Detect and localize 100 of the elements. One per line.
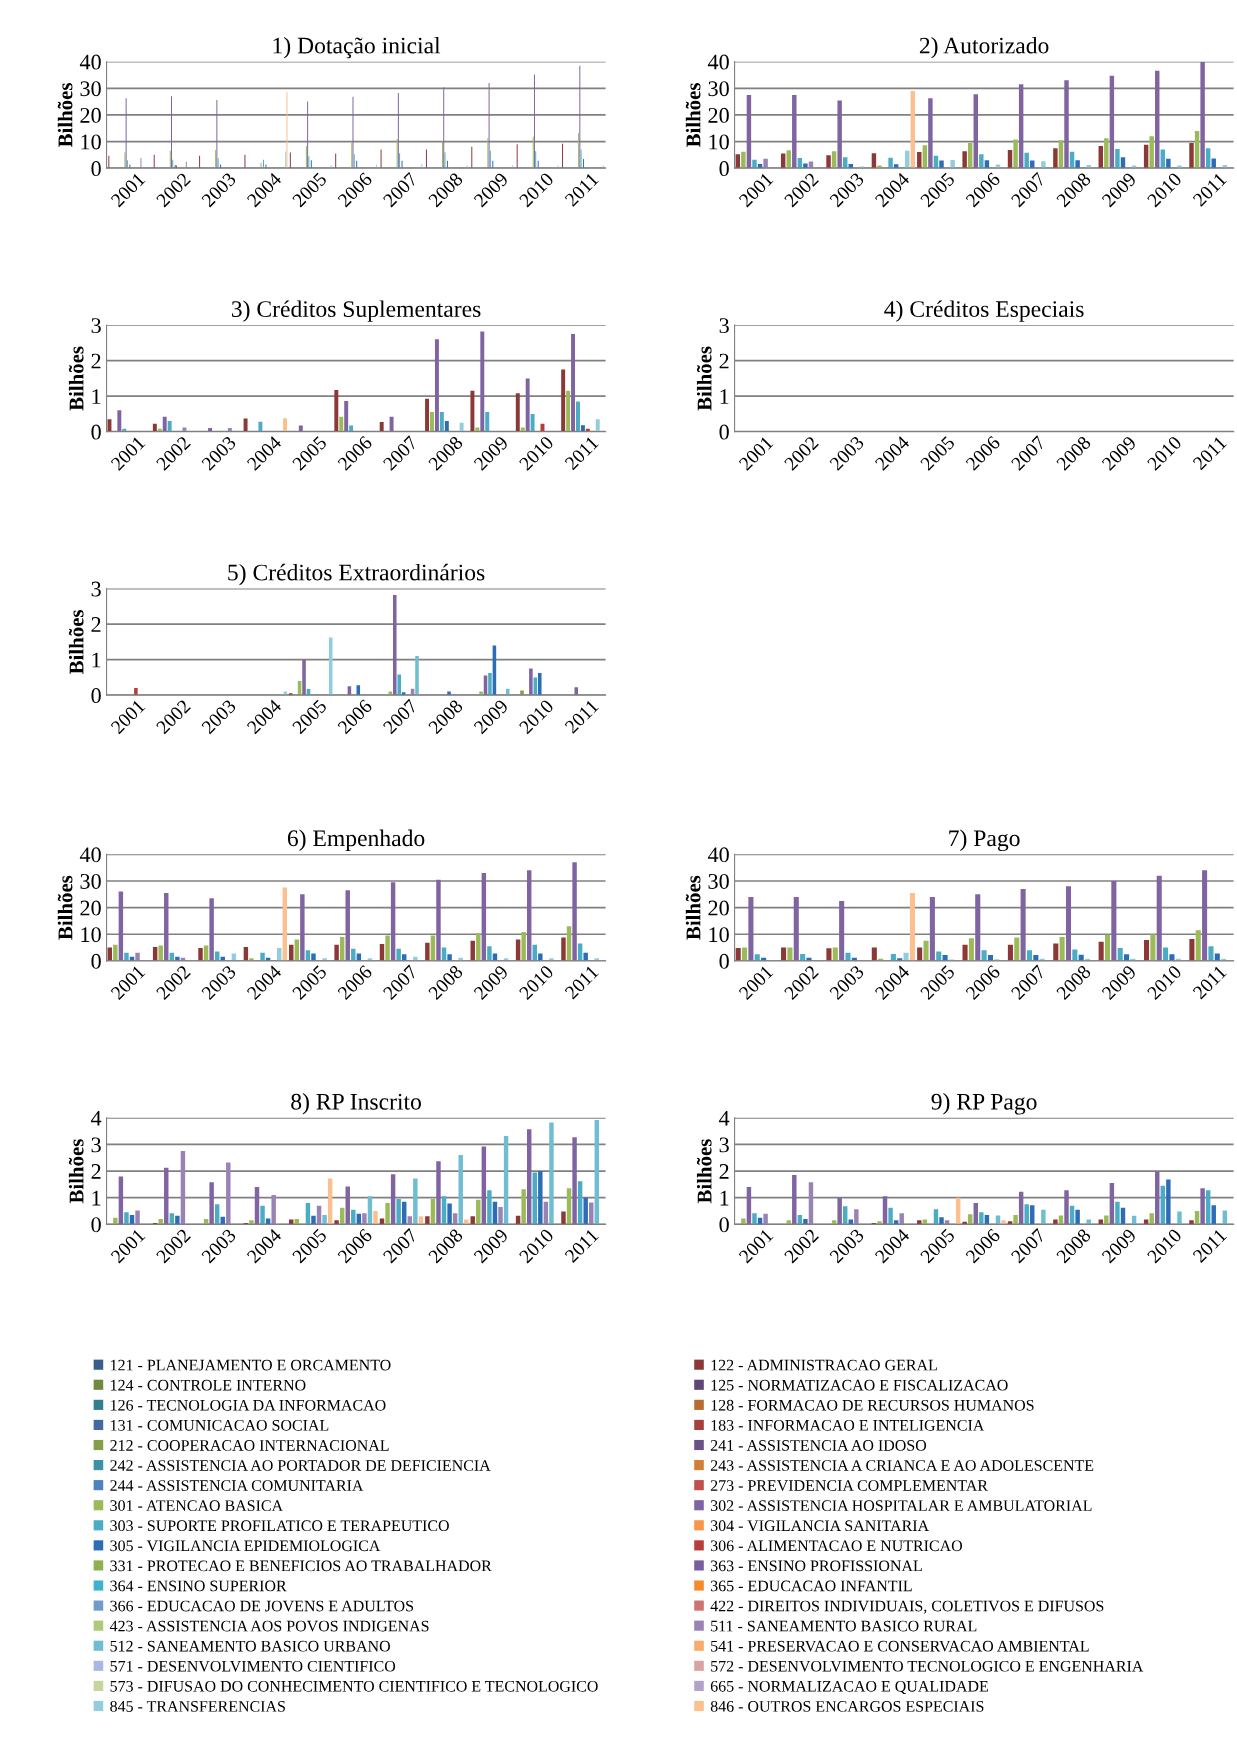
legend-label: 331 - PROTECAO E BENEFICIOS AO TRABALHADOR bbox=[110, 1560, 492, 1572]
x-tick-label: 2001 bbox=[110, 964, 146, 1001]
legend-label: 304 - VIGILANCIA SANITARIA bbox=[710, 1520, 930, 1532]
legend-label: 212 - COOPERACAO INTERNACIONAL bbox=[110, 1440, 389, 1451]
legend-label: 131 - COMUNICACAO SOCIAL bbox=[111, 1419, 329, 1431]
y-tick-label: 1 bbox=[92, 1190, 101, 1206]
legend-label: 366 - EDUCACAO DE JOVENS E ADULTOS bbox=[110, 1600, 414, 1612]
y-axis-title: Bilhões bbox=[685, 83, 701, 147]
legend-label: 846 - OUTROS ENCARGOS ESPECIAIS bbox=[710, 1700, 984, 1712]
legend-label: 422 - DIREITOS INDIVIDUAIS, COLETIVOS E DIFUSOS bbox=[710, 1600, 1104, 1614]
y-tick-label: 40 bbox=[707, 54, 729, 70]
chart-title: 6) Empenhado bbox=[287, 829, 425, 852]
y-axis-title: Bilhões bbox=[68, 1139, 84, 1204]
y-axis-title: Bilhões bbox=[68, 346, 84, 411]
y-tick-label: 0 bbox=[91, 161, 101, 177]
y-axis-title: Bilhões bbox=[696, 346, 712, 411]
legend-label: 121 - PLANEJAMENTO E ORCAMENTO bbox=[111, 1359, 391, 1371]
chart-title: 8) RP Inscrito bbox=[291, 1093, 421, 1115]
legend-label: 273 - PREVIDENCIA COMPLEMENTAR bbox=[710, 1480, 988, 1492]
x-tick-label: 2001 bbox=[738, 964, 774, 1001]
legend-label: 365 - EDUCACAO INFANTIL bbox=[710, 1580, 912, 1592]
y-tick-label: 0 bbox=[91, 424, 101, 440]
y-tick-label: 1 bbox=[720, 1190, 729, 1206]
legend-label: 128 - FORMACAO DE RECURSOS HUMANOS bbox=[711, 1399, 1034, 1411]
legend-label: 305 - VIGILANCIA EPIDEMIOLOGICA bbox=[110, 1540, 381, 1552]
legend-label: 125 - NORMATIZACAO E FISCALIZACAO bbox=[711, 1379, 1008, 1391]
y-tick-label: 20 bbox=[80, 900, 101, 916]
y-tick-label: 20 bbox=[708, 107, 729, 123]
chart-title: 3) Créditos Suplementares bbox=[231, 300, 481, 322]
chart-title: 5) Créditos Extraordinários bbox=[228, 563, 485, 586]
y-tick-label: 4 bbox=[91, 1110, 102, 1126]
y-tick-label: 0 bbox=[91, 1217, 101, 1233]
y-tick-label: 2 bbox=[91, 1164, 101, 1179]
chart-title: 2) Autorizado bbox=[919, 36, 1049, 59]
legend-label: 363 - ENSINO PROFISSIONAL bbox=[710, 1560, 922, 1572]
legend-label: 572 - DESENVOLVIMENTO TECNOLOGICO E ENGENHARIA bbox=[711, 1660, 1144, 1672]
y-tick-label: 2 bbox=[91, 353, 101, 369]
y-tick-label: 2 bbox=[719, 1164, 729, 1179]
legend-label: 183 - INFORMACAO E INTELIGENCIA bbox=[711, 1419, 985, 1431]
y-tick-label: 0 bbox=[719, 161, 729, 177]
y-tick-label: 30 bbox=[80, 81, 101, 97]
y-tick-label: 2 bbox=[91, 617, 101, 632]
y-tick-label: 10 bbox=[709, 927, 729, 943]
y-tick-label: 20 bbox=[708, 900, 729, 916]
x-tick-label: 2011 bbox=[1192, 964, 1228, 1000]
legend-label: 243 - ASSISTENCIA A CRIANCA E AO ADOLESCENTE bbox=[710, 1460, 1094, 1471]
y-tick-label: 40 bbox=[707, 847, 729, 863]
legend-label: 122 - ADMINISTRACAO GERAL bbox=[711, 1359, 937, 1371]
legend-label: 242 - ASSISTENCIA AO PORTADOR DE DEFICIENCIA bbox=[110, 1460, 491, 1471]
y-tick-label: 2 bbox=[719, 353, 729, 369]
y-axis-title: Bilhões bbox=[68, 609, 84, 674]
y-tick-label: 3 bbox=[719, 1137, 729, 1153]
x-tick-label: 2011 bbox=[1192, 435, 1228, 471]
legend-label: 511 - SANEAMENTO BASICO RURAL bbox=[711, 1620, 977, 1632]
y-tick-label: 30 bbox=[708, 81, 729, 97]
x-tick-label: 2011 bbox=[564, 435, 600, 471]
y-axis-title: Bilhões bbox=[696, 1139, 712, 1204]
legend-label: 665 - NORMALIZACAO E QUALIDADE bbox=[710, 1680, 988, 1695]
legend-label: 244 - ASSISTENCIA COMUNITARIA bbox=[110, 1480, 364, 1491]
legend-label: 571 - DESENVOLVIMENTO CIENTIFICO bbox=[110, 1660, 396, 1672]
y-tick-label: 1 bbox=[92, 652, 101, 668]
y-tick-label: 40 bbox=[79, 847, 101, 863]
y-tick-label: 10 bbox=[81, 927, 101, 943]
chart-title: 4) Créditos Especiais bbox=[884, 300, 1084, 322]
y-tick-label: 30 bbox=[80, 873, 101, 889]
y-tick-label: 3 bbox=[91, 318, 101, 334]
y-axis-title: Bilhões bbox=[685, 875, 701, 940]
chart-title: 7) Pago bbox=[949, 829, 1020, 852]
x-tick-label: 2011 bbox=[564, 699, 600, 734]
x-tick-label: 2011 bbox=[564, 172, 600, 208]
x-tick-label: 2011 bbox=[1192, 172, 1228, 208]
legend-label: 302 - ASSISTENCIA HOSPITALAR E AMBULATORIAL bbox=[710, 1500, 1092, 1512]
legend-label: 845 - TRANSFERENCIAS bbox=[110, 1700, 285, 1712]
x-tick-label: 2011 bbox=[564, 1228, 600, 1264]
x-tick-label: 2011 bbox=[1192, 1228, 1228, 1264]
y-tick-label: 20 bbox=[80, 107, 101, 123]
legend-label: 303 - SUPORTE PROFILATICO E TERAPEUTICO bbox=[110, 1520, 449, 1532]
y-tick-label: 3 bbox=[91, 1137, 101, 1153]
x-tick-label: 2001 bbox=[110, 699, 146, 735]
legend-label: 241 - ASSISTENCIA AO IDOSO bbox=[710, 1440, 927, 1451]
y-axis-title: Bilhões bbox=[57, 83, 73, 147]
y-tick-label: 30 bbox=[708, 873, 729, 889]
y-tick-label: 0 bbox=[91, 953, 101, 969]
chart-title: 1) Dotação inicial bbox=[273, 36, 441, 59]
legend-label: 124 - CONTROLE INTERNO bbox=[111, 1379, 306, 1391]
y-tick-label: 0 bbox=[719, 424, 729, 440]
y-tick-label: 10 bbox=[709, 134, 729, 150]
y-tick-label: 3 bbox=[719, 318, 729, 334]
x-tick-label: 2011 bbox=[564, 964, 600, 1000]
y-tick-label: 1 bbox=[92, 389, 101, 404]
legend-label: 306 - ALIMENTACAO E NUTRICAO bbox=[710, 1540, 963, 1552]
legend-label: 423 - ASSISTENCIA AOS POVOS INDIGENAS bbox=[109, 1620, 429, 1632]
legend-label: 573 - DIFUSAO DO CONHECIMENTO CIENTIFICO E TECNOLOGICO bbox=[110, 1680, 598, 1692]
y-tick-label: 1 bbox=[720, 389, 729, 404]
y-tick-label: 0 bbox=[719, 1217, 729, 1233]
y-tick-label: 0 bbox=[91, 688, 101, 704]
legend-label: 126 - TECNOLOGIA DA INFORMACAO bbox=[111, 1399, 386, 1411]
legend-label: 364 - ENSINO SUPERIOR bbox=[110, 1580, 287, 1592]
y-tick-label: 4 bbox=[719, 1110, 730, 1126]
y-axis-title: Bilhões bbox=[57, 875, 73, 940]
